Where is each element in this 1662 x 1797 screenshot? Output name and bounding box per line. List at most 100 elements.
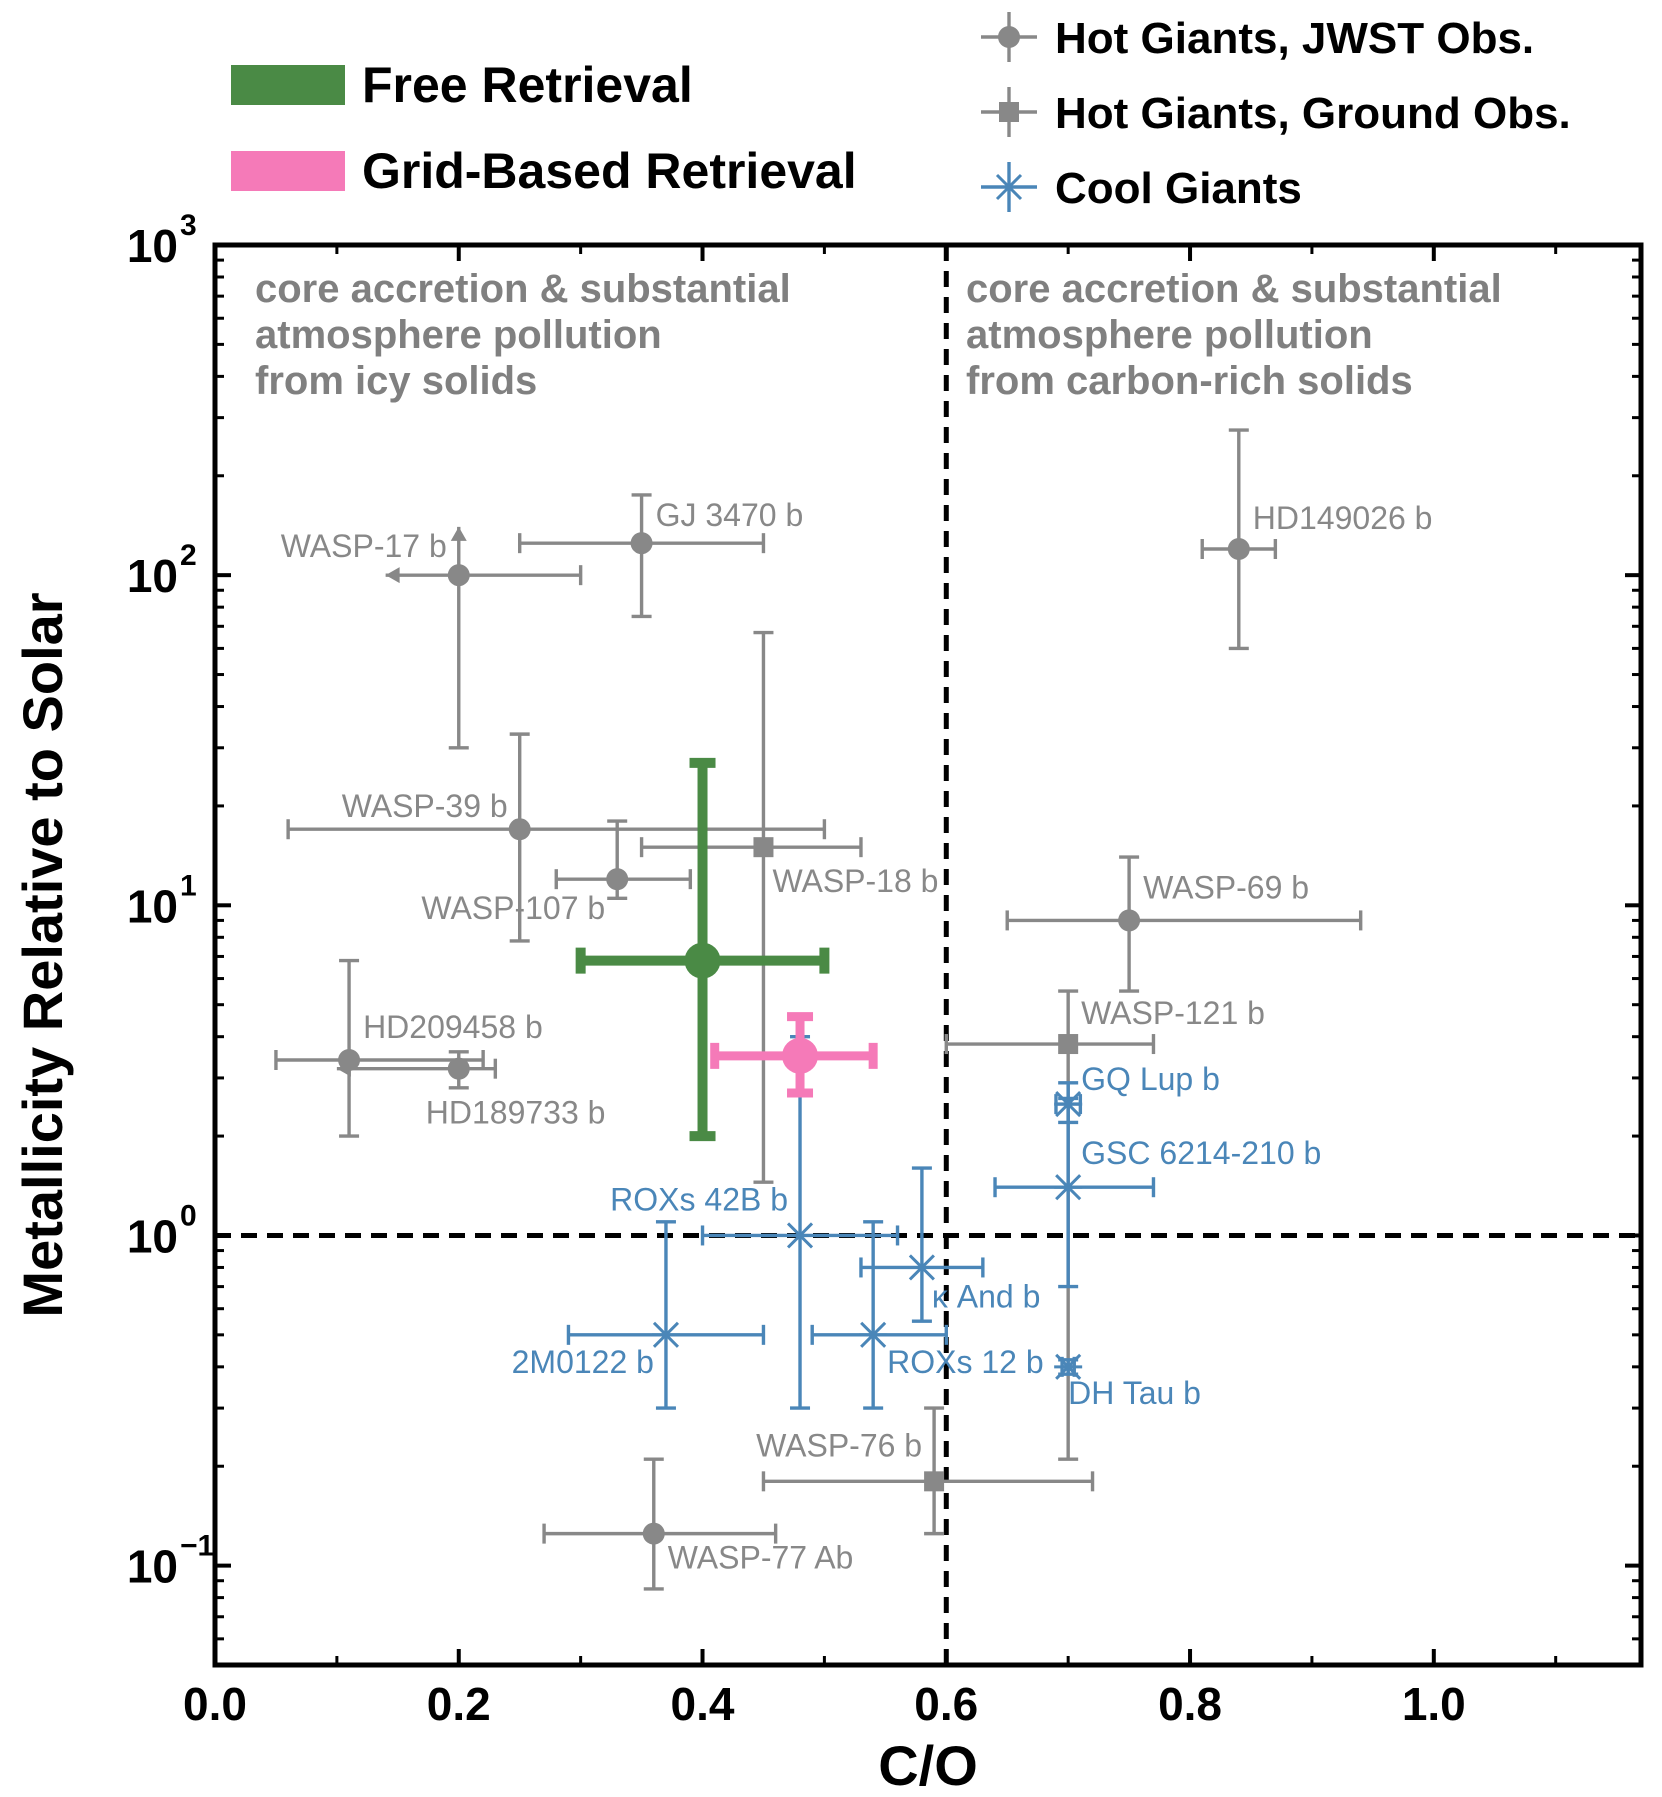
legend-item-hot-giants-ground-obs: Hot Giants, Ground Obs. — [981, 87, 1571, 138]
marker-circle — [447, 1057, 470, 1080]
point-label-hd149026-b: HD149026 b — [1253, 500, 1433, 536]
x-axis-label: C/O — [878, 1734, 978, 1797]
region-label-line: core accretion & substantial — [966, 267, 1502, 311]
legend-marker-circle — [998, 26, 1020, 48]
point-label-wasp-17-b: WASP-17 b — [281, 528, 447, 564]
marker-square — [753, 837, 774, 858]
point-hd189733-b — [336, 1050, 498, 1090]
point-hd149026-b — [1200, 428, 1278, 651]
point-label-wasp-77-ab: WASP-77 Ab — [668, 1540, 854, 1576]
legend-swatch-grid-based-retrieval — [231, 151, 345, 191]
marker-x — [907, 1254, 936, 1281]
y-tick-label: 10 — [127, 1541, 178, 1593]
legend-label-grid-based-retrieval: Grid-Based Retrieval — [362, 143, 857, 199]
up-arrow-icon — [450, 526, 467, 541]
point-wasp-77-ab — [542, 1457, 778, 1591]
y-tick-exponent: 1 — [180, 869, 197, 902]
point-label-wasp-121-b: WASP-121 b — [1081, 995, 1265, 1031]
point-label-roxs-12-b: ROXs 12 b — [887, 1344, 1044, 1380]
point-wasp-39-b — [286, 732, 827, 943]
point-label-wasp-76-b: WASP-76 b — [756, 1427, 922, 1463]
y-tick-exponent: 0 — [180, 1199, 197, 1232]
marker-square — [924, 1471, 945, 1492]
legend-label: Hot Giants, JWST Obs. — [1055, 14, 1534, 63]
point-label-wasp-107-b: WASP-107 b — [421, 890, 605, 926]
point-label-wasp-18-b: WASP-18 b — [772, 863, 938, 899]
series-grid-based-retrieval — [710, 1012, 878, 1098]
marker-circle — [1118, 909, 1141, 932]
legend-marker-square — [999, 102, 1019, 122]
point-free-retrieval — [575, 757, 830, 1142]
point-wasp-76-b — [761, 1406, 1095, 1536]
legend-label: Cool Giants — [1055, 164, 1302, 213]
marker-x — [1054, 1174, 1083, 1201]
y-tick-label: 10 — [127, 220, 178, 272]
point-dh-tau-b — [1054, 1353, 1083, 1380]
point-grid-based-retrieval — [710, 1012, 878, 1098]
point-label-gsc-6214-210-b: GSC 6214-210 b — [1081, 1135, 1321, 1171]
point-label-dh-tau-b: DH Tau b — [1068, 1375, 1201, 1411]
marker-circle — [630, 532, 653, 555]
point-roxs-12-b — [810, 1220, 948, 1410]
marker-circle — [642, 1522, 665, 1545]
left-arrow-icon — [385, 567, 400, 584]
legend-item-hot-giants-jwst-obs: Hot Giants, JWST Obs. — [981, 12, 1534, 63]
marker-x — [786, 1222, 815, 1249]
region-label-line: from carbon-rich solids — [966, 359, 1413, 403]
legend-right: Hot Giants, JWST Obs. Hot Giants, Ground … — [981, 12, 1571, 213]
marker-circle — [447, 564, 470, 587]
series-hot-giants-jwst-obs — [274, 428, 1363, 1591]
point-label-gq-lup-b: GQ Lup b — [1081, 1061, 1220, 1097]
point-label-wasp-39-b: WASP-39 b — [342, 788, 508, 824]
point-label-hd189733-b: HD189733 b — [426, 1095, 606, 1131]
point-wasp-17-b — [385, 526, 583, 750]
point-and-b — [859, 1166, 985, 1323]
point-label-gj-3470-b: GJ 3470 b — [656, 497, 804, 533]
y-tick-label: 10 — [127, 880, 178, 932]
y-tick-exponent: 3 — [180, 209, 197, 242]
marker-x — [1054, 1353, 1083, 1380]
x-tick-label: 0.4 — [671, 1678, 735, 1730]
point-label-wasp-69-b: WASP-69 b — [1143, 869, 1309, 905]
region-label-line: from icy solids — [255, 359, 537, 403]
point-wasp-69-b — [1005, 855, 1363, 993]
y-axis-label: Metallicity Relative to Solar — [11, 592, 74, 1317]
point-2m0122-b — [566, 1220, 766, 1410]
y-tick-exponent: 2 — [180, 539, 197, 572]
legend-label-free-retrieval: Free Retrieval — [362, 57, 693, 113]
reference-lines — [215, 245, 1641, 1665]
point-roxs-42b-b — [700, 1034, 900, 1410]
point-label-hd209458-b: HD209458 b — [363, 1009, 543, 1045]
left-arrow-icon — [336, 1060, 351, 1077]
marker-circle — [1227, 538, 1250, 561]
marker-circle — [782, 1037, 819, 1074]
region-label-line: atmosphere pollution — [966, 313, 1373, 357]
legend-item-cool-giants: Cool Giants — [981, 162, 1302, 213]
y-tick-label: 10 — [127, 1210, 178, 1262]
point-wasp-107-b — [554, 819, 693, 901]
region-label-line: core accretion & substantial — [255, 267, 791, 311]
series-layer — [274, 428, 1363, 1591]
point-wasp-18-b — [639, 630, 863, 1184]
marker-square — [1058, 1034, 1079, 1055]
marker-circle — [606, 868, 629, 891]
legend-label: Hot Giants, Ground Obs. — [1055, 89, 1571, 138]
marker-circle — [684, 942, 721, 979]
point-gsc-6214-210-b — [993, 1096, 1156, 1289]
marker-x — [651, 1321, 680, 1348]
plot-frame — [212, 242, 1644, 1668]
region-label-line: atmosphere pollution — [255, 313, 662, 357]
series-free-retrieval — [575, 757, 830, 1142]
marker-x — [859, 1321, 888, 1348]
y-tick-label: 10 — [127, 550, 178, 602]
legend-marker-x — [995, 173, 1023, 201]
point-label-and-b: κ And b — [932, 1278, 1041, 1314]
y-tick-exponent: −1 — [180, 1530, 214, 1563]
series-cool-giants — [566, 1034, 1156, 1410]
point-label-roxs-42b-b: ROXs 42B b — [610, 1181, 788, 1217]
marker-circle — [508, 818, 531, 841]
x-tick-label: 0.8 — [1158, 1678, 1222, 1730]
